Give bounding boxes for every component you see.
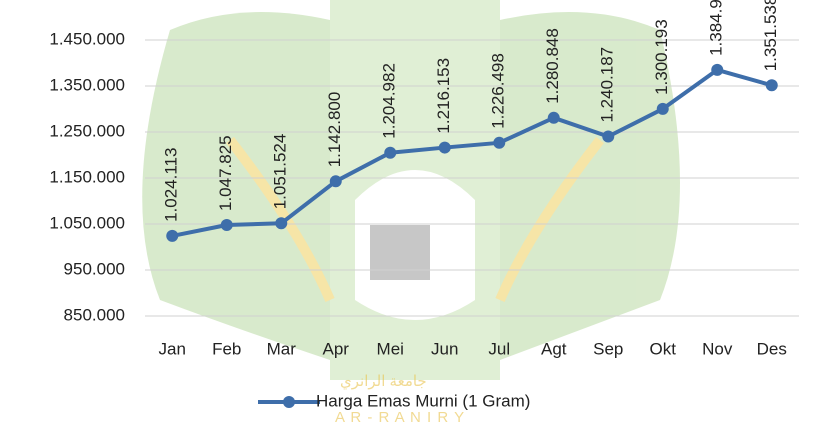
y-tick-label: 1.050.000 xyxy=(49,213,125,232)
marker xyxy=(384,147,396,159)
marker xyxy=(548,112,560,124)
data-label: 1.047.825 xyxy=(216,135,235,211)
x-tick-label: Des xyxy=(757,339,787,358)
y-tick-label: 1.350.000 xyxy=(49,75,125,94)
marker xyxy=(221,219,233,231)
marker xyxy=(330,175,342,187)
x-tick-label: Mar xyxy=(267,339,297,358)
x-tick-label: Jun xyxy=(431,339,458,358)
marker xyxy=(275,217,287,229)
watermark-arabic: جامعة الرانري xyxy=(340,373,427,391)
marker xyxy=(766,79,778,91)
data-label: 1.142.800 xyxy=(325,92,344,168)
data-label: 1.351.538 xyxy=(761,0,780,71)
x-tick-label: Okt xyxy=(650,339,677,358)
y-tick-label: 1.150.000 xyxy=(49,167,125,186)
x-tick-label: Feb xyxy=(212,339,241,358)
x-tick-label: Nov xyxy=(702,339,733,358)
x-tick-label: Apr xyxy=(323,339,350,358)
data-label: 1.300.193 xyxy=(652,19,671,95)
x-tick-label: Sep xyxy=(593,339,623,358)
data-label: 1.024.113 xyxy=(162,148,181,222)
data-label: 1.240.187 xyxy=(598,47,617,123)
x-tick-label: Jul xyxy=(488,339,510,358)
data-label: 1.280.848 xyxy=(543,28,562,104)
legend-label: Harga Emas Murni (1 Gram) xyxy=(316,391,530,410)
marker xyxy=(439,142,451,154)
marker xyxy=(602,131,614,143)
data-label: 1.204.982 xyxy=(380,63,399,139)
x-tick-label: Agt xyxy=(541,339,567,358)
x-tick-label: Mei xyxy=(377,339,404,358)
watermark-latin: A R - R A N I R Y xyxy=(335,409,465,426)
marker xyxy=(711,64,723,76)
y-tick-label: 950.000 xyxy=(64,259,125,278)
data-label: 1.226.498 xyxy=(489,53,508,129)
legend-marker xyxy=(283,396,295,408)
y-tick-label: 1.450.000 xyxy=(49,29,125,48)
data-label: 1.216.153 xyxy=(434,58,453,134)
data-label: 1.384.981 xyxy=(707,0,726,56)
marker xyxy=(493,137,505,149)
x-tick-label: Jan xyxy=(159,339,186,358)
y-tick-label: 1.250.000 xyxy=(49,121,125,140)
data-label: 1.051.524 xyxy=(271,134,290,210)
marker xyxy=(166,230,178,242)
y-tick-label: 850.000 xyxy=(64,305,125,324)
marker xyxy=(657,103,669,115)
chart: جامعة الرانري A R - R A N I R Y 850.000 9… xyxy=(0,0,817,434)
